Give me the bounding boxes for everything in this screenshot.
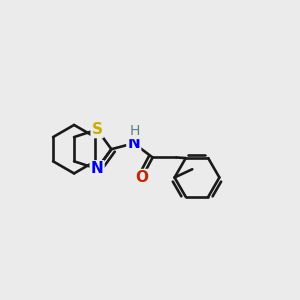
Text: O: O [136, 170, 148, 185]
Text: H: H [130, 124, 140, 138]
Text: S: S [92, 122, 103, 137]
Text: N: N [91, 161, 103, 176]
Text: N: N [128, 136, 140, 151]
